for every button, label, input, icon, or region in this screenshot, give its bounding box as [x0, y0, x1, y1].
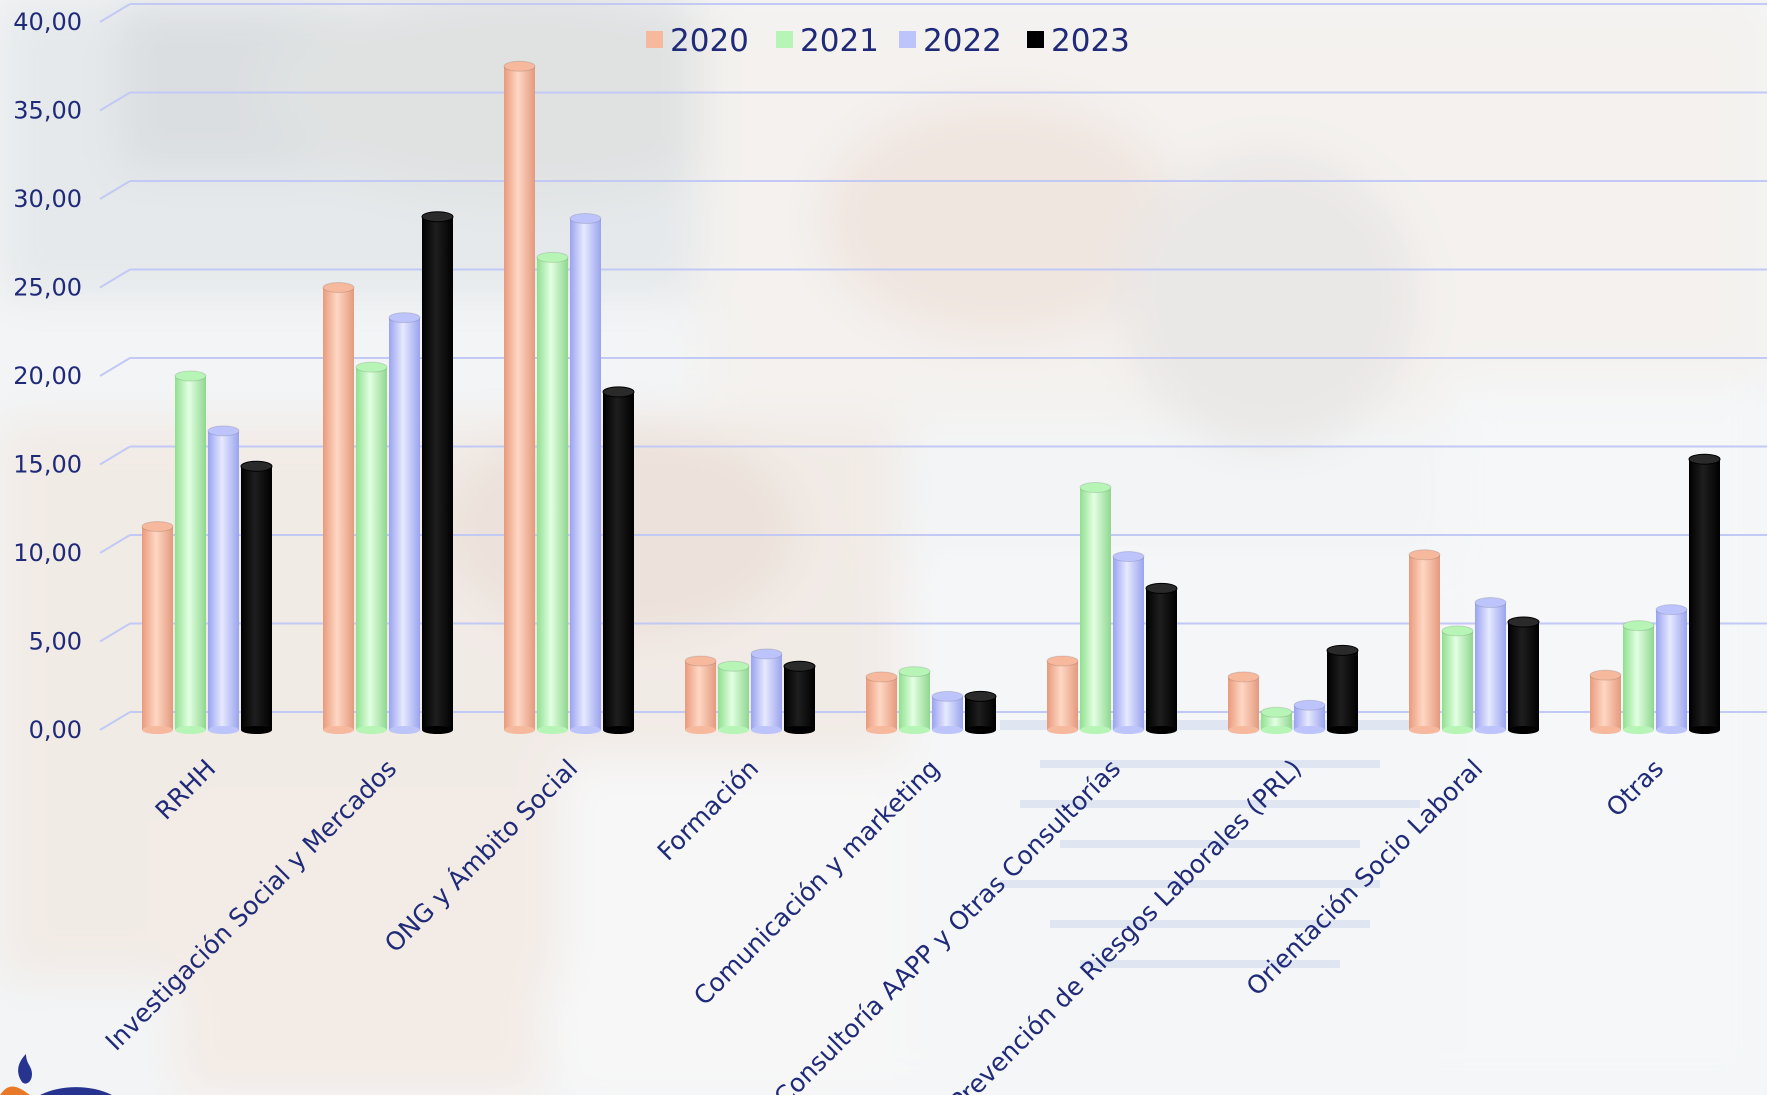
bar	[1507, 616, 1540, 734]
x-category-label: Investigación Social y Mercados	[100, 754, 403, 1057]
bar-group	[1227, 644, 1359, 734]
gridline-slant	[99, 622, 131, 643]
gridline-slant	[99, 445, 131, 466]
bar	[1227, 671, 1260, 734]
bar-group	[1408, 549, 1540, 734]
bar	[536, 251, 569, 734]
legend-label: 2022	[923, 23, 1002, 59]
logo-fragment	[0, 1054, 112, 1095]
bar	[1622, 620, 1655, 734]
bar	[1293, 699, 1326, 734]
legend-item: 2023	[1027, 23, 1130, 59]
bar-group	[322, 211, 454, 734]
bar	[240, 460, 273, 734]
y-axis-ticks: 0,00 5,00 10,00 15,00 20,00 25,00 30,00 35,00 40…	[13, 8, 82, 744]
legend-swatch	[776, 31, 793, 48]
bar	[322, 282, 355, 734]
legend-label: 2021	[800, 23, 879, 59]
bar	[750, 648, 783, 734]
bar	[1589, 669, 1622, 734]
bar	[898, 666, 931, 734]
bar	[1260, 706, 1293, 734]
bar	[1474, 597, 1507, 734]
bar	[388, 312, 421, 734]
y-tick-label: 30,00	[13, 185, 82, 213]
bar	[1655, 604, 1688, 734]
bar	[1326, 644, 1359, 734]
bar	[1441, 625, 1474, 734]
bar	[717, 660, 750, 734]
bar	[1046, 655, 1079, 734]
bar	[1145, 582, 1178, 734]
bar-group	[141, 370, 273, 734]
bar	[684, 655, 717, 734]
legend: 2020 2021 2022 2023	[646, 23, 1130, 59]
y-tick-label: 10,00	[13, 539, 82, 567]
bar	[421, 211, 454, 734]
legend-item: 2021	[776, 23, 879, 59]
bar-group	[1589, 453, 1721, 734]
bar-group	[865, 666, 997, 734]
bar-group	[684, 648, 816, 734]
bar-group	[503, 60, 635, 734]
x-category-label: Otras	[1601, 754, 1670, 823]
bar	[783, 660, 816, 734]
bar	[1079, 482, 1112, 734]
x-category-label: Formación	[652, 754, 765, 867]
bar	[1112, 551, 1145, 734]
legend-label: 2020	[670, 23, 749, 59]
y-tick-label: 15,00	[13, 451, 82, 479]
bar	[355, 361, 388, 734]
y-tick-label: 5,00	[29, 628, 82, 656]
legend-item: 2020	[646, 23, 749, 59]
x-category-label: Consultoría AAPP y Otras Consultorías	[769, 754, 1127, 1095]
legend-swatch	[899, 31, 916, 48]
legend-item: 2022	[899, 23, 1002, 59]
legend-label: 2023	[1051, 23, 1130, 59]
x-category-label: RRHH	[150, 754, 222, 826]
x-category-label: Prevención de Riesgos Laborales (PRL)	[944, 754, 1307, 1095]
y-tick-label: 20,00	[13, 362, 82, 390]
bar	[1408, 549, 1441, 734]
gridline-slant	[99, 534, 131, 554]
x-category-label: ONG y Ámbito Social	[379, 754, 583, 958]
gridline-slant	[99, 357, 131, 377]
bar	[602, 386, 635, 734]
bar	[503, 60, 536, 734]
bar	[174, 370, 207, 734]
y-tick-label: 0,00	[29, 716, 82, 744]
y-tick-label: 40,00	[13, 8, 82, 36]
bar	[964, 690, 997, 734]
bar	[207, 425, 240, 734]
gridline-slant	[99, 3, 131, 23]
bar	[1688, 453, 1721, 734]
bar-group	[1046, 482, 1178, 734]
bars	[141, 60, 1721, 734]
legend-swatch	[1027, 31, 1044, 48]
bar	[569, 212, 602, 734]
y-tick-label: 35,00	[13, 97, 82, 125]
gridline-slant	[99, 180, 131, 200]
bar	[931, 690, 964, 734]
legend-swatch	[646, 31, 663, 48]
bar	[865, 671, 898, 734]
gridline-slant	[99, 91, 131, 112]
gridline-slant	[99, 711, 131, 731]
gridline-slant	[99, 268, 131, 289]
y-tick-label: 25,00	[13, 274, 82, 302]
bar	[141, 520, 174, 734]
